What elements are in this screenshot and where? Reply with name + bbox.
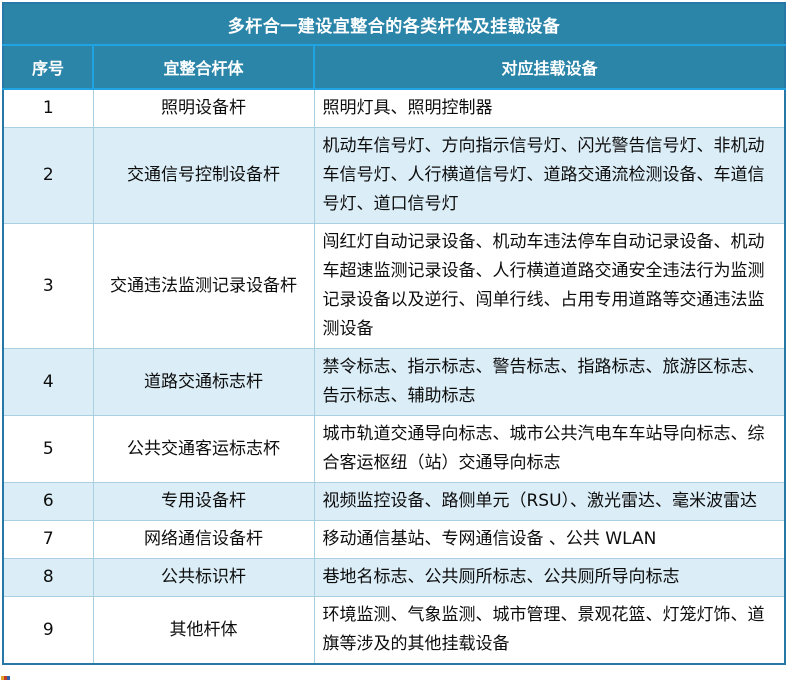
cell-pole: 道路交通标志杆 [92,348,315,416]
cell-no: 1 [2,88,94,128]
table-title-row: 多杆合一建设宜整合的各类杆体及挂载设备 [3,3,786,46]
cell-devices: 视频监控设备、路侧单元（RSU）、激光雷达、毫米波雷达 [313,482,786,521]
table-row: 6 专用设备杆 视频监控设备、路侧单元（RSU）、激光雷达、毫米波雷达 [2,482,786,521]
table-header-row: 序号 宜整合杆体 对应挂载设备 [3,45,786,90]
cell-no: 4 [2,348,94,416]
cell-devices: 环境监测、气象监测、城市管理、景观花篮、灯笼灯饰、道旗等涉及的其他挂载设备 [313,596,786,665]
cell-no: 9 [2,596,94,665]
cell-no: 2 [2,127,94,224]
cell-pole: 交通信号控制设备杆 [92,127,315,224]
table-row: 4 道路交通标志杆 禁令标志、指示标志、警告标志、指路标志、旅游区标志、告示标志… [2,348,786,416]
table-row: 7 网络通信设备杆 移动通信基站、专网通信设备 、公共 WLAN [2,520,786,559]
cell-no: 7 [2,520,94,559]
cell-devices: 禁令标志、指示标志、警告标志、指路标志、旅游区标志、告示标志、辅助标志 [313,348,786,416]
cell-no: 6 [2,482,94,521]
cell-devices: 城市轨道交通导向标志、城市公共汽电车车站导向标志、综合客运枢纽（站）交通导向标志 [313,415,786,483]
table-row: 9 其他杆体 环境监测、气象监测、城市管理、景观花篮、灯笼灯饰、道旗等涉及的其他… [2,596,786,665]
artifact-dot [4,676,7,680]
cell-devices: 移动通信基站、专网通信设备 、公共 WLAN [313,520,786,559]
column-header-no: 序号 [3,45,93,90]
column-header-devices: 对应挂载设备 [312,45,786,90]
cell-pole: 照明设备杆 [92,88,315,128]
cell-pole: 公共标识杆 [92,558,315,597]
artifact-dot [7,676,10,680]
cell-no: 5 [2,415,94,483]
table-title: 多杆合一建设宜整合的各类杆体及挂载设备 [3,3,786,46]
table-body: 1 照明设备杆 照明灯具、照明控制器 2 交通信号控制设备杆 机动车信号灯、方向… [2,88,786,665]
cell-pole: 交通违法监测记录设备杆 [92,223,315,349]
table-row: 1 照明设备杆 照明灯具、照明控制器 [2,88,786,128]
cell-pole: 专用设备杆 [92,482,315,521]
cell-pole: 网络通信设备杆 [92,520,315,559]
cell-devices: 闯红灯自动记录设备、机动车违法停车自动记录设备、机动车超速监测记录设备、人行横道… [313,223,786,349]
artifact-dot [1,676,4,680]
table-row: 3 交通违法监测记录设备杆 闯红灯自动记录设备、机动车违法停车自动记录设备、机动… [2,223,786,349]
cell-pole: 其他杆体 [92,596,315,665]
cell-devices: 巷地名标志、公共厕所标志、公共厕所导向标志 [313,558,786,597]
screen-artifact-dots [1,676,10,680]
cell-no: 8 [2,558,94,597]
cell-no: 3 [2,223,94,349]
table: 多杆合一建设宜整合的各类杆体及挂载设备 序号 宜整合杆体 对应挂载设备 1 照明… [2,2,786,665]
table-row: 2 交通信号控制设备杆 机动车信号灯、方向指示信号灯、闪光警告信号灯、非机动车信… [2,127,786,224]
cell-devices: 机动车信号灯、方向指示信号灯、闪光警告信号灯、非机动车信号灯、人行横道信号灯、道… [313,127,786,224]
table-row: 8 公共标识杆 巷地名标志、公共厕所标志、公共厕所导向标志 [2,558,786,597]
column-header-pole: 宜整合杆体 [92,45,314,90]
table-row: 5 公共交通客运标志杯 城市轨道交通导向标志、城市公共汽电车车站导向标志、综合客… [2,415,786,483]
cell-pole: 公共交通客运标志杯 [92,415,315,483]
pole-equipment-table: 多杆合一建设宜整合的各类杆体及挂载设备 序号 宜整合杆体 对应挂载设备 1 照明… [2,2,786,665]
table-head: 多杆合一建设宜整合的各类杆体及挂载设备 序号 宜整合杆体 对应挂载设备 [3,3,786,90]
cell-devices: 照明灯具、照明控制器 [313,88,786,128]
